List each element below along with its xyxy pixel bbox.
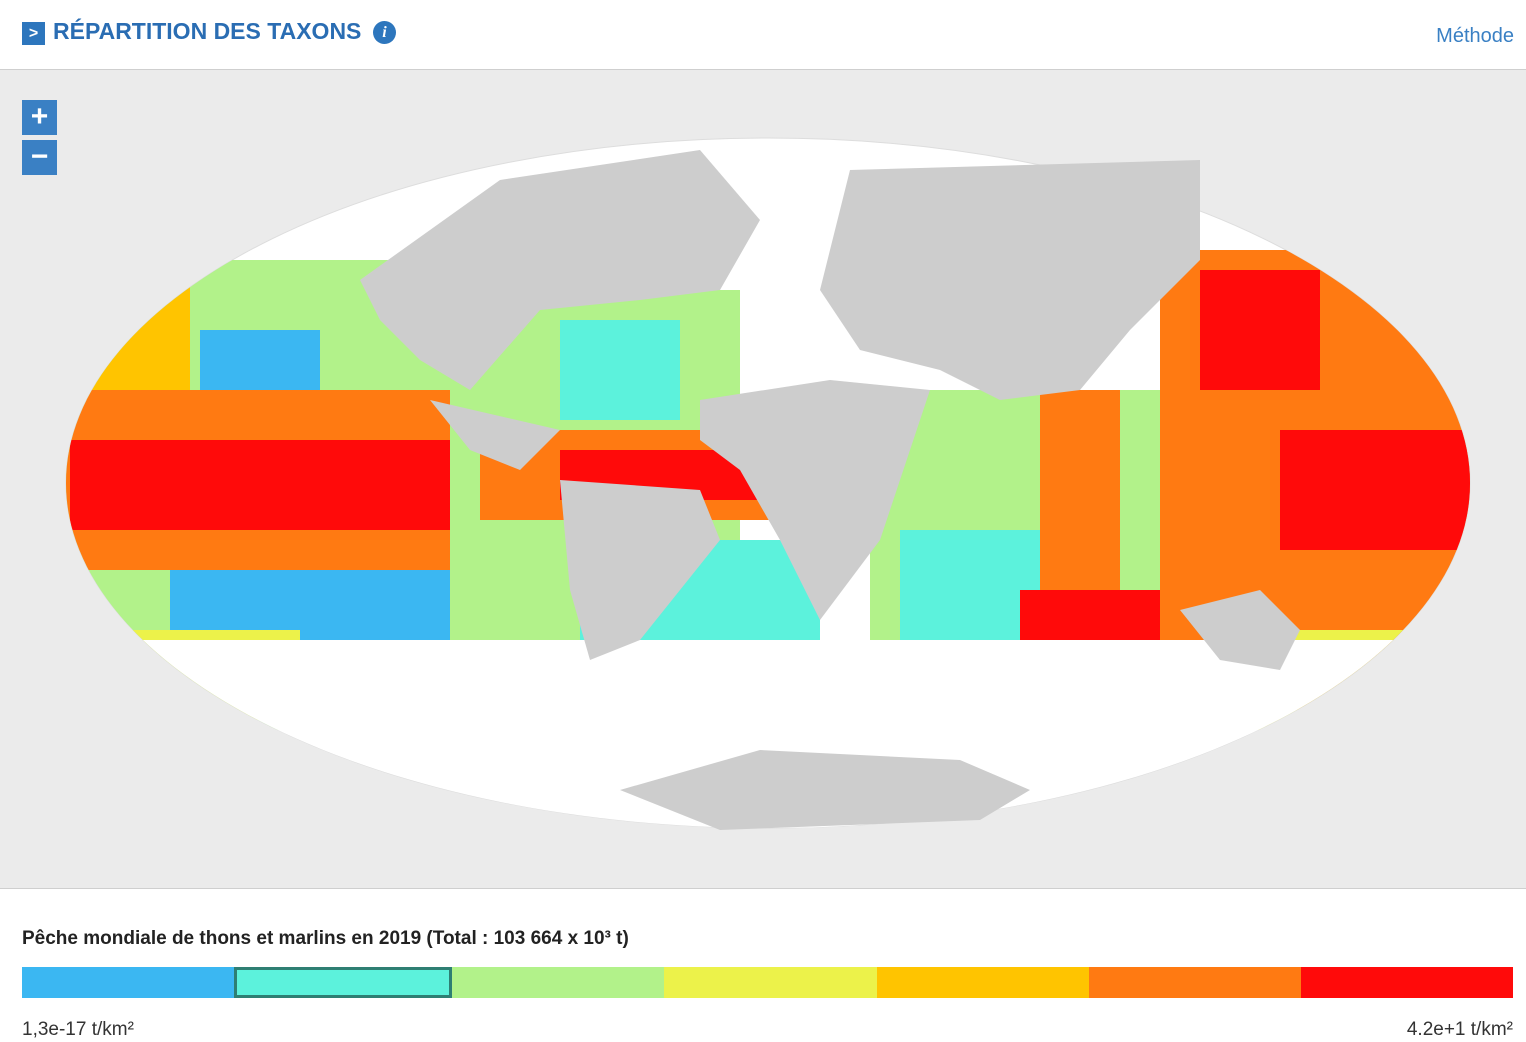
collapse-icon[interactable]: > [22,22,45,45]
legend-swatch[interactable] [664,967,876,998]
legend-max: 4.2e+1 t/km² [1407,1019,1513,1041]
map-svg [0,70,1526,888]
zoom-in[interactable]: + [22,100,57,135]
legend-swatch[interactable] [22,967,234,998]
header: > RÉPARTITION DES TAXONS i Méthode [0,0,1526,70]
legend-min: 1,3e-17 t/km² [22,1019,134,1041]
legend-swatch[interactable] [452,967,664,998]
page: > RÉPARTITION DES TAXONS i Méthode [0,0,1526,1042]
info-icon[interactable]: i [373,21,396,44]
legend-swatch[interactable] [234,967,452,998]
zoom-out[interactable]: − [22,140,57,175]
method-link[interactable]: Méthode [1436,25,1514,48]
legend-title: Pêche mondiale de thons et marlins en 20… [22,928,629,950]
legend-swatch[interactable] [1301,967,1513,998]
legend-swatch[interactable] [877,967,1089,998]
section-title: RÉPARTITION DES TAXONS [53,18,361,45]
legend-swatch[interactable] [1089,967,1301,998]
legend-bar [22,967,1513,998]
map[interactable]: + − [0,70,1526,889]
